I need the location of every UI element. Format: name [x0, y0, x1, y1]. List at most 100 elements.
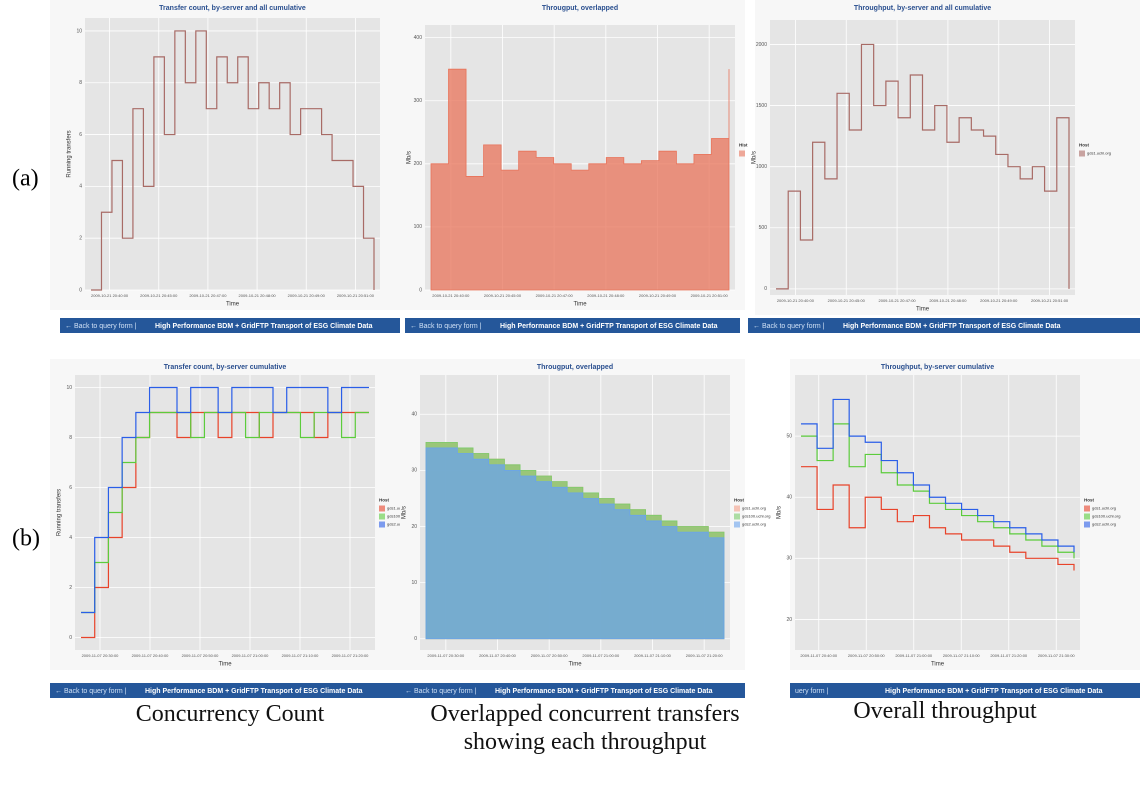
- y-axis-label: Running transfers: [57, 489, 63, 536]
- y-tick-label: 0: [419, 287, 422, 293]
- plot-area: [75, 375, 375, 650]
- row-label: (b): [12, 526, 40, 552]
- footer-bar: [790, 683, 1140, 698]
- x-tick-label: 2009-11-07 21:10:00: [634, 653, 672, 658]
- x-tick-label: 2009-10-21 20:51:00: [1031, 298, 1069, 303]
- x-tick-label: 2009-10-21 20:49:00: [980, 298, 1018, 303]
- x-tick-label: 2009-11-07 20:50:00: [182, 653, 220, 658]
- legend-label: gds1.uchl.org: [742, 506, 766, 511]
- y-tick-label: 30: [411, 468, 417, 474]
- x-axis-label: Time: [573, 302, 587, 308]
- x-tick-label: 2009-11-07 20:50:00: [531, 653, 569, 658]
- y-tick-label: 2: [69, 585, 72, 591]
- legend-swatch: [1084, 505, 1090, 512]
- plot-area: [85, 18, 380, 290]
- x-tick-label: 2009-10-21 20:47:00: [879, 298, 917, 303]
- back-link[interactable]: ← Back to query form |: [65, 323, 137, 330]
- x-axis-label: Time: [218, 662, 232, 668]
- x-tick-label: 2009-10-21 20:48:00: [929, 298, 967, 303]
- y-tick-label: 2000: [756, 42, 767, 48]
- footer-bar: [748, 318, 1140, 333]
- y-axis-label: Mb/s: [407, 151, 413, 164]
- back-link[interactable]: ← Back to query form |: [55, 688, 127, 695]
- back-link[interactable]: ← Back to query form |: [753, 323, 825, 330]
- x-tick-label: 2009-11-07 21:00:00: [582, 653, 620, 658]
- legend-label: gds2.uchl.org: [1092, 522, 1116, 527]
- legend-swatch: [1084, 513, 1090, 520]
- x-tick-label: 2009-10-21 20:48:00: [239, 293, 277, 298]
- back-link[interactable]: ← Back to query form |: [410, 323, 482, 330]
- y-tick-label: 50: [786, 433, 792, 439]
- y-tick-label: 8: [79, 80, 82, 86]
- area: [430, 68, 730, 291]
- x-tick-label: 2009-10-21 20:49:00: [639, 293, 677, 298]
- y-axis-label: Mb/s: [402, 506, 408, 519]
- y-tick-label: 4: [69, 535, 72, 541]
- line: [801, 398, 1075, 553]
- back-link[interactable]: ← Back to query form |: [405, 688, 477, 695]
- panel-title: Transfer count, by-server and all cumula…: [159, 5, 306, 12]
- legend-swatch: [734, 513, 740, 520]
- y-tick-label: 200: [414, 161, 423, 167]
- x-tick-label: 2009-10-21 20:40:00: [432, 293, 470, 298]
- caption: Overall throughput: [853, 698, 1037, 724]
- y-axis-label: Running transfers: [67, 130, 73, 177]
- x-tick-label: 2009-10-21 20:47:00: [189, 293, 227, 298]
- y-tick-label: 0: [69, 635, 72, 641]
- line: [801, 466, 1075, 571]
- back-link[interactable]: uery form |: [795, 688, 829, 695]
- y-tick-label: 2: [79, 236, 82, 242]
- y-tick-label: 10: [411, 580, 417, 586]
- x-tick-label: 2009-11-07 21:20:00: [686, 653, 724, 658]
- footer-bar: [405, 318, 740, 333]
- legend-title: Hist: [739, 143, 748, 148]
- footer-bar: [60, 318, 400, 333]
- legend-title: Host: [1084, 498, 1095, 503]
- panel-title: Througput, overlapped: [537, 364, 613, 371]
- line: [81, 386, 369, 614]
- legend-title: Host: [379, 498, 390, 503]
- y-tick-label: 1500: [756, 103, 767, 109]
- x-tick-label: 2009-11-07 20:30:00: [82, 653, 120, 658]
- legend-label: gds1.uchl.org: [1092, 506, 1116, 511]
- x-tick-label: 2009-11-07 21:20:00: [332, 653, 370, 658]
- x-tick-label: 2009-10-21 20:48:00: [587, 293, 625, 298]
- footer-bar: [50, 683, 400, 698]
- legend-swatch: [379, 513, 385, 520]
- legend-title: Host: [734, 498, 745, 503]
- y-tick-label: 6: [69, 485, 72, 491]
- panel-title: Througput, overlapped: [542, 5, 618, 12]
- x-tick-label: 2009-10-21 20:51:00: [337, 293, 375, 298]
- line: [776, 43, 1070, 290]
- y-axis-label: Mb/s: [777, 506, 783, 519]
- y-tick-label: 30: [786, 556, 792, 562]
- x-tick-label: 2009-10-21 20:40:00: [91, 293, 129, 298]
- y-tick-label: 10: [76, 28, 82, 34]
- y-tick-label: 40: [411, 412, 417, 418]
- legend-swatch: [379, 505, 385, 512]
- y-tick-label: 1000: [756, 164, 767, 170]
- x-axis-label: Time: [568, 662, 582, 668]
- y-tick-label: 300: [414, 98, 423, 104]
- x-axis-label: Time: [226, 302, 240, 308]
- legend-label: gds100.uchl.org: [742, 514, 770, 519]
- x-tick-label: 2009-10-21 20:40:00: [777, 298, 815, 303]
- legend-label: gds1.uchl.org: [1087, 151, 1111, 156]
- x-tick-label: 2009-10-21 20:45:00: [484, 293, 522, 298]
- y-tick-label: 0: [414, 636, 417, 642]
- x-tick-label: 2009-11-07 20:40:00: [132, 653, 170, 658]
- footer-title: High Performance BDM + GridFTP Transport…: [495, 688, 713, 695]
- legend-swatch: [734, 521, 740, 528]
- legend-title: Host: [1079, 143, 1090, 148]
- legend-swatch: [1079, 150, 1085, 157]
- x-tick-label: 2009-10-21 20:49:00: [288, 293, 326, 298]
- footer-title: High Performance BDM + GridFTP Transport…: [843, 323, 1061, 330]
- legend-label: gds1.uchl.org: [387, 506, 411, 511]
- row-label: (a): [12, 166, 39, 192]
- x-tick-label: 2009-11-07 21:10:00: [282, 653, 320, 658]
- plot-area: [770, 20, 1075, 295]
- y-tick-label: 0: [764, 286, 767, 292]
- y-tick-label: 6: [79, 132, 82, 138]
- x-tick-label: 2009-10-21 20:45:00: [828, 298, 866, 303]
